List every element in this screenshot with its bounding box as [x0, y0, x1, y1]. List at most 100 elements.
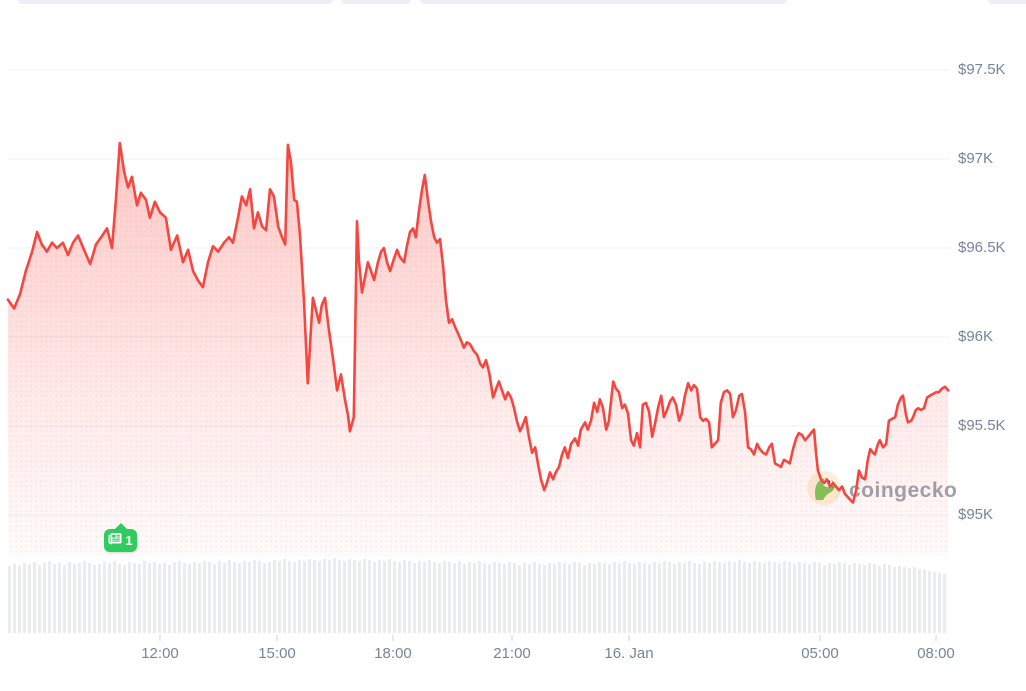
volume-bar — [288, 561, 291, 633]
volume-bar — [383, 561, 386, 633]
volume-bar — [498, 563, 501, 633]
toolbar-button-remnant[interactable] — [988, 0, 1026, 4]
volume-bar — [83, 561, 86, 633]
volume-bar — [368, 560, 371, 633]
price-area-texture — [7, 143, 949, 556]
volume-bar — [273, 560, 276, 633]
volume-bar — [178, 561, 181, 633]
volume-bar — [63, 565, 66, 633]
volume-bar — [343, 561, 346, 633]
volume-bar — [833, 564, 836, 633]
volume-bar — [653, 562, 656, 633]
volume-bar — [598, 562, 601, 633]
volume-bar — [818, 563, 821, 633]
volume-bar — [238, 563, 241, 633]
volume-bar — [808, 564, 811, 633]
x-axis-label: 08:00 — [917, 645, 955, 662]
volume-bar — [103, 562, 106, 633]
y-axis-label: $96.5K — [958, 239, 1006, 256]
volume-bar — [38, 565, 41, 633]
volume-bar — [388, 559, 391, 633]
volume-bar — [533, 562, 536, 633]
volume-bar — [923, 570, 926, 633]
volume-bar — [263, 563, 266, 633]
volume-bar — [73, 564, 76, 633]
volume-bar — [23, 563, 26, 633]
volume-bar — [423, 562, 426, 633]
volume-bar — [708, 563, 711, 633]
volume-bar — [638, 562, 641, 633]
volume-bar — [223, 563, 226, 633]
volume-bar — [173, 562, 176, 633]
news-icon — [108, 532, 123, 550]
toolbar-button-remnant[interactable] — [420, 0, 787, 4]
volume-bar — [748, 563, 751, 633]
volume-bar — [358, 561, 361, 633]
volume-bar — [863, 565, 866, 633]
volume-bar — [778, 563, 781, 633]
volume-bar — [513, 563, 516, 633]
volume-bar — [793, 564, 796, 633]
volume-bar — [913, 567, 916, 633]
y-axis-label: $96K — [958, 328, 994, 345]
volume-bar — [403, 560, 406, 633]
volume-bars — [8, 558, 946, 633]
volume-bar — [758, 562, 761, 633]
volume-bar — [203, 561, 206, 633]
volume-bar — [573, 562, 576, 633]
volume-bar — [843, 563, 846, 633]
volume-bar — [528, 564, 531, 633]
volume-bar — [688, 561, 691, 633]
volume-bar — [418, 561, 421, 633]
x-axis-label: 21:00 — [493, 645, 531, 662]
y-axis-label: $95K — [958, 506, 994, 523]
volume-bar — [373, 562, 376, 633]
volume-bar — [53, 564, 56, 633]
volume-bar — [858, 564, 861, 633]
marker-pointer — [114, 523, 127, 529]
news-annotation-marker[interactable]: 1 — [104, 523, 137, 552]
price-line — [6, 141, 950, 504]
x-axis-label: 12:00 — [141, 645, 179, 662]
volume-bar — [503, 564, 506, 633]
volume-bar — [583, 565, 586, 633]
volume-bar — [698, 564, 701, 633]
volume-bar — [918, 569, 921, 633]
volume-bar — [113, 561, 116, 633]
volume-bar — [898, 566, 901, 633]
volume-bar — [183, 563, 186, 633]
volume-bar — [18, 565, 21, 633]
volume-bar — [878, 566, 881, 633]
volume-bar — [318, 561, 321, 633]
volume-bar — [788, 562, 791, 633]
volume-bar — [433, 562, 436, 633]
volume-bar — [268, 562, 271, 633]
volume-bar — [363, 559, 366, 633]
volume-bar — [718, 562, 721, 633]
x-axis-label: 15:00 — [258, 645, 296, 662]
volume-bar — [438, 563, 441, 633]
volume-bar — [823, 565, 826, 633]
toolbar-button-remnant[interactable] — [341, 0, 411, 4]
volume-bar — [348, 559, 351, 633]
toolbar-button-remnant[interactable] — [18, 0, 333, 4]
volume-bar — [378, 560, 381, 633]
volume-bar — [678, 562, 681, 633]
volume-bar — [883, 564, 886, 633]
volume-bar — [228, 560, 231, 633]
volume-bar — [853, 563, 856, 633]
volume-bar — [443, 561, 446, 633]
volume-bar — [673, 564, 676, 633]
volume-bar — [868, 563, 871, 633]
volume-bar — [648, 564, 651, 633]
volume-bar — [543, 565, 546, 633]
volume-bar — [258, 561, 261, 633]
volume-bar — [943, 574, 946, 633]
volume-bar — [553, 564, 556, 633]
volume-bar — [483, 563, 486, 633]
volume-bar — [128, 562, 131, 633]
volume-bar — [408, 561, 411, 633]
volume-bar — [838, 562, 841, 633]
x-axis-ticks — [159, 635, 937, 641]
